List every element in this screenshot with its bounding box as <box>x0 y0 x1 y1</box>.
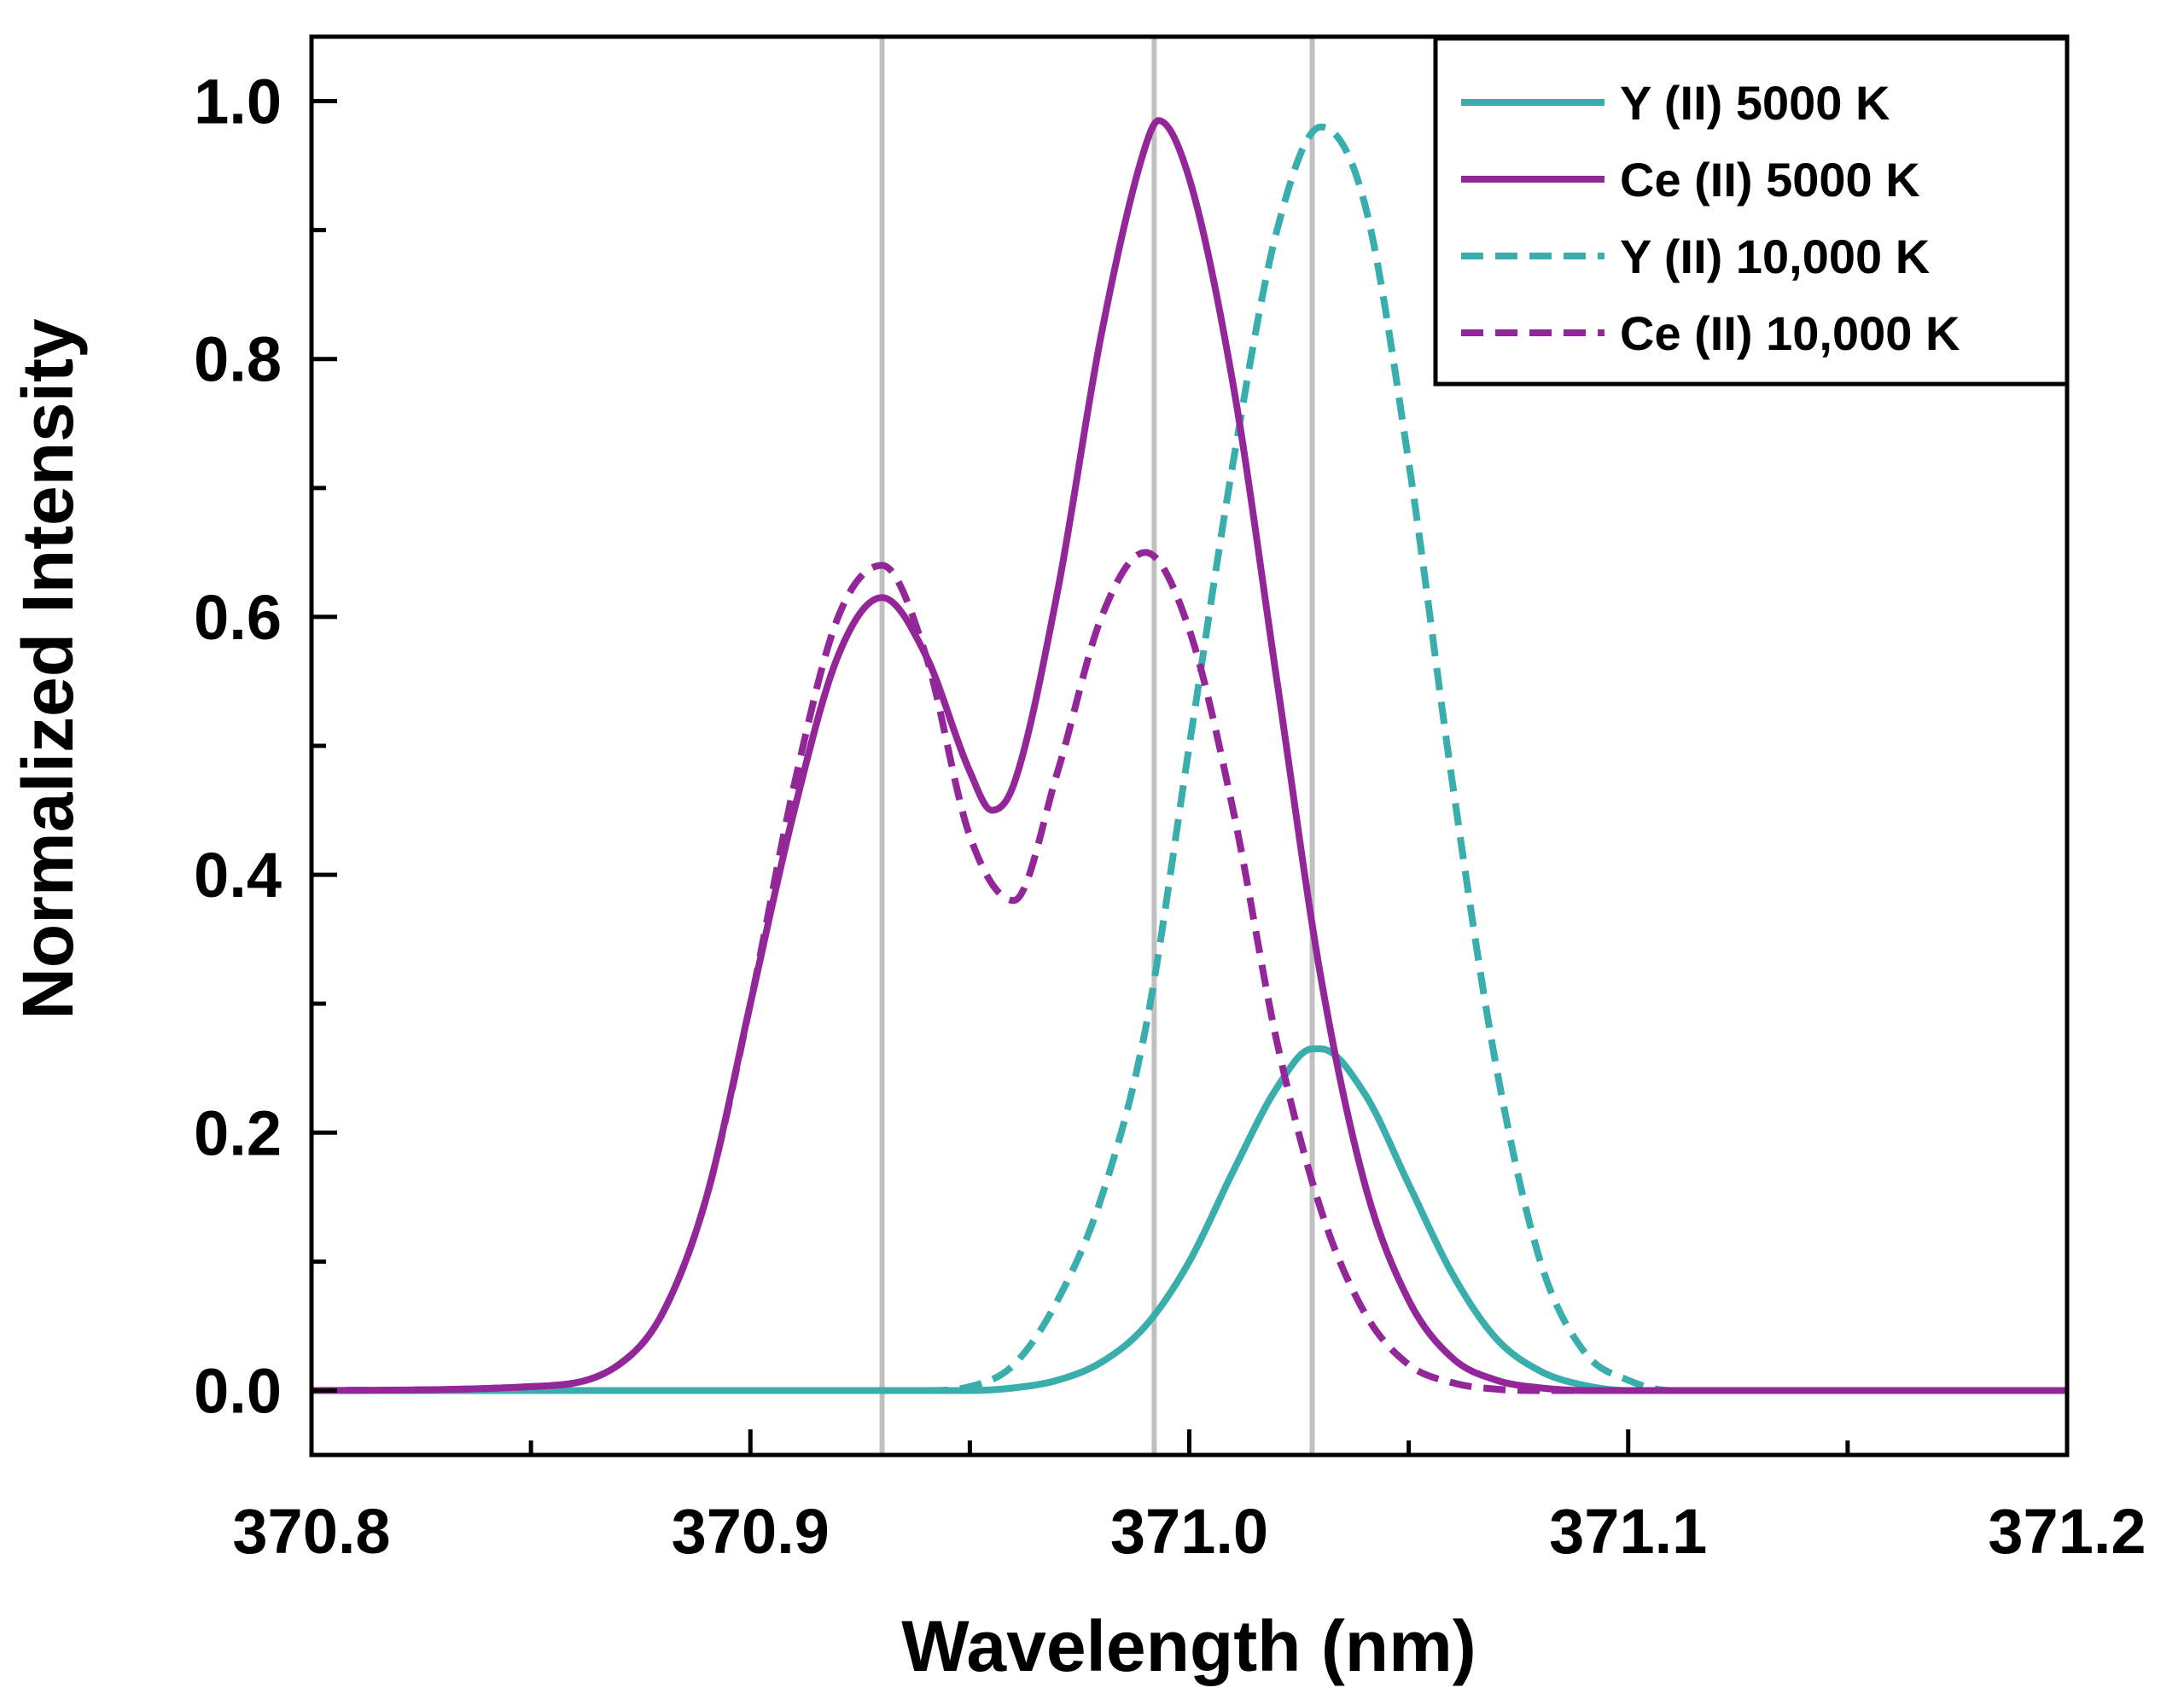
x-axis: 370.8 370.9 371.0 371.1 371.2 <box>232 1429 2146 1567</box>
legend: Y (II) 5000 K Ce (II) 5000 K Y (II) 10,000… <box>1433 36 2070 387</box>
x-tick-label: 371.1 <box>1549 1496 1707 1567</box>
series-line-ce-ii-10-000-k <box>311 549 2067 1394</box>
y-tick-label: 1.0 <box>194 67 282 137</box>
y-tick-label: 0.8 <box>194 324 282 395</box>
y-tick-label: 0.6 <box>194 582 282 653</box>
legend-label: Ce (II) 5000 K <box>1620 153 1920 207</box>
reference-lines <box>879 38 1315 1453</box>
legend-label: Y (II) 5000 K <box>1620 76 1890 130</box>
y-axis: 0.0 0.2 0.4 0.6 0.8 1.0 <box>194 67 337 1426</box>
legend-box <box>1433 36 2070 387</box>
y-tick-label: 0.0 <box>194 1355 282 1426</box>
x-axis-title: Wavelength (nm) <box>901 1606 1476 1686</box>
legend-label: Y (II) 10,000 K <box>1620 230 1930 283</box>
series-line-y-ii-5000-k <box>312 1045 2067 1394</box>
x-tick-label: 371.0 <box>1110 1496 1268 1567</box>
legend-label: Ce (II) 10,000 K <box>1620 306 1960 360</box>
x-tick-label: 370.8 <box>232 1496 390 1567</box>
series-line-y-ii-10-000-k <box>312 123 2067 1394</box>
y-tick-label: 0.2 <box>194 1097 282 1168</box>
y-axis-title: Normalized Intensity <box>8 318 88 1020</box>
x-tick-label: 370.9 <box>672 1496 830 1567</box>
series-layer <box>311 117 2067 1394</box>
x-tick-label: 371.2 <box>1988 1496 2146 1567</box>
y-tick-label: 0.4 <box>194 840 282 911</box>
